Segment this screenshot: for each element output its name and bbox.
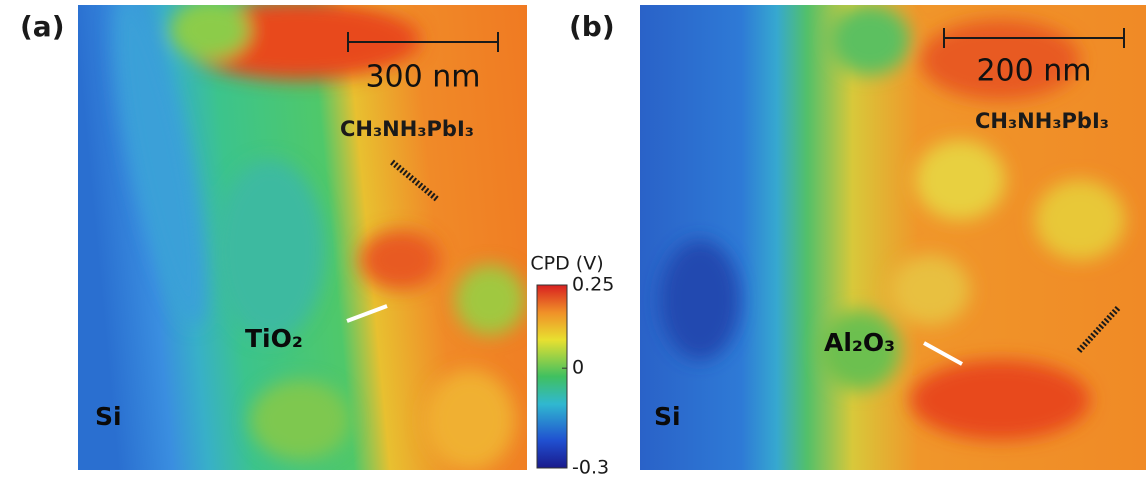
panel-label: (b): [569, 10, 615, 43]
line-profile: [1075, 305, 1121, 355]
scale-bars: [347, 28, 1125, 52]
scale-label: 300 nm: [365, 60, 480, 95]
line-profile: [923, 341, 963, 366]
panel-a-image: [78, 5, 527, 470]
material-label: TiO₂: [245, 324, 303, 353]
colorbar-label: CPD (V): [530, 253, 603, 275]
panel-label: (a): [20, 10, 65, 43]
line-profile: [390, 159, 440, 203]
material-label: CH₃NH₃PbI₃: [340, 117, 474, 141]
material-label: Si: [95, 402, 122, 431]
line-profile: [346, 304, 388, 323]
material-label: CH₃NH₃PbI₃: [975, 109, 1109, 133]
colorbar-tick-label: 0: [572, 357, 584, 379]
material-label: Al₂O₃: [824, 328, 895, 357]
colorbar: [536, 284, 568, 469]
material-label: Si: [654, 402, 681, 431]
panel-b-image: [640, 5, 1146, 470]
colorbar-tick-label: 0.25: [572, 274, 614, 296]
colorbar-tick-label: -0.3: [572, 457, 609, 479]
scale-label: 200 nm: [976, 54, 1091, 89]
